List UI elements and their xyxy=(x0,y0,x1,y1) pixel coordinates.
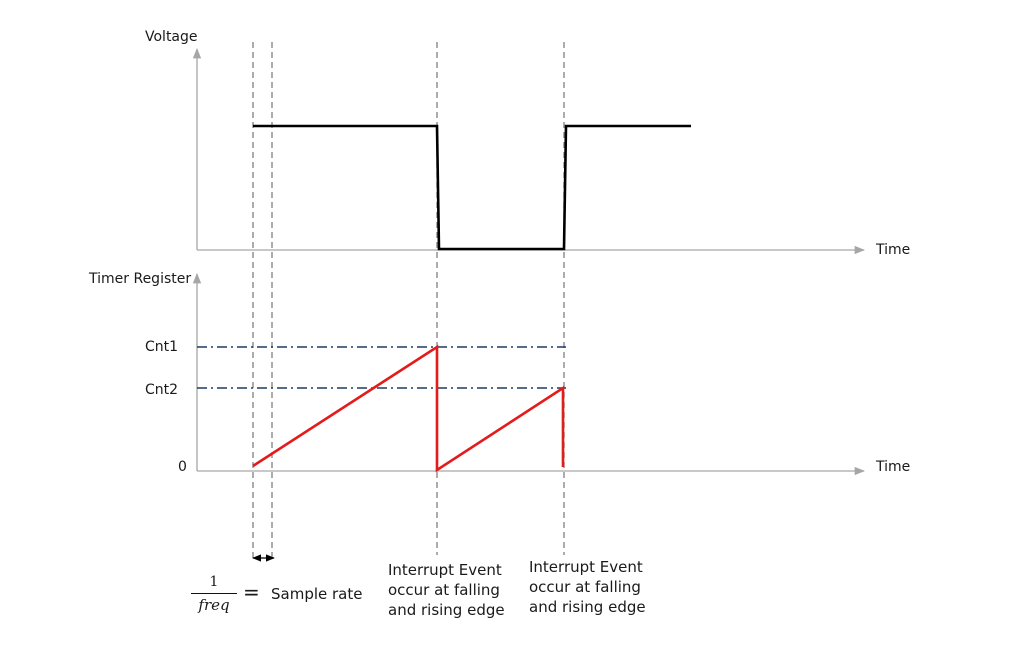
fraction-denominator: freq xyxy=(198,596,230,614)
cnt2-label: Cnt2 xyxy=(145,382,179,398)
lower-time-label: Time xyxy=(876,459,911,475)
equals-sign: = xyxy=(243,580,260,604)
voltage-axis-label: Voltage xyxy=(145,29,198,45)
upper-time-label: Time xyxy=(876,242,911,258)
rising-edge-annotation: Interrupt Event occur at falling and ris… xyxy=(529,558,646,616)
cnt1-label: Cnt1 xyxy=(145,339,179,355)
zero-label: 0 xyxy=(178,459,187,475)
sample-rate-label: Sample rate xyxy=(271,585,363,603)
voltage-signal xyxy=(253,124,691,251)
fraction-bar xyxy=(191,593,237,594)
falling-edge-annotation: Interrupt Event occur at falling and ris… xyxy=(388,561,505,619)
timer-register-label: Timer Register xyxy=(89,271,192,287)
sample-rate-fraction: 1 freq xyxy=(191,573,237,614)
timer-counter-ramp xyxy=(252,344,565,473)
fraction-numerator: 1 xyxy=(209,574,219,590)
